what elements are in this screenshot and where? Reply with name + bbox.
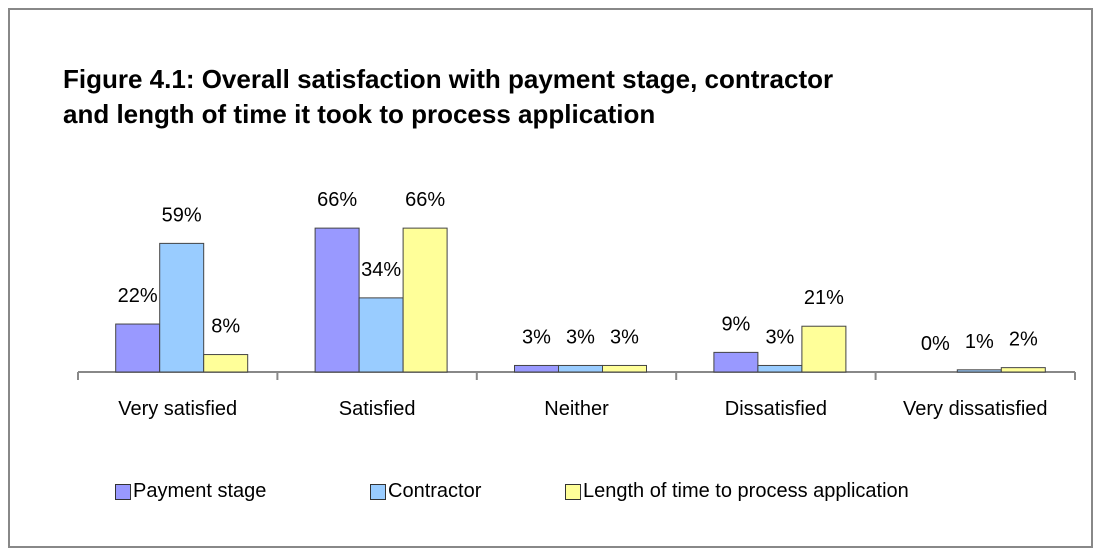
- legend-swatch: [565, 483, 581, 500]
- x-tick-label: Very satisfied: [118, 398, 238, 420]
- value-label: 8%: [211, 316, 240, 338]
- bar: [1000, 367, 1046, 373]
- value-label: 3%: [765, 326, 794, 348]
- legend-item: Payment stage: [115, 480, 266, 503]
- legend-item: Contractor: [370, 480, 481, 503]
- value-label: 34%: [361, 259, 401, 281]
- value-label: 21%: [804, 287, 844, 309]
- x-tick-label: Very dissatisfied: [903, 398, 1048, 420]
- legend-label: Payment stage: [133, 480, 267, 502]
- value-label: 2%: [1009, 329, 1038, 351]
- bar: [402, 227, 448, 373]
- bar: [713, 351, 759, 373]
- bar: [602, 364, 647, 373]
- page: Figure 4.1: Overall satisfaction with pa…: [8, 8, 1093, 548]
- value-label: 3%: [566, 326, 595, 348]
- bar: [956, 369, 1002, 373]
- chart-title: Figure 4.1: Overall satisfaction with pa…: [63, 64, 834, 129]
- value-label: 66%: [317, 189, 357, 211]
- legend-label: Contractor: [388, 480, 482, 502]
- chart: 22% 59% 8% 66% 34% 66% 3% 3% 3% 9% 3% 21% 0% 1% 2%: [77, 189, 1076, 380]
- x-tick-label: Dissatisfied: [724, 398, 828, 420]
- bar: [801, 325, 847, 373]
- x-tick-label: Satisfied: [338, 398, 416, 420]
- x-tick-label: Neither: [544, 398, 609, 420]
- bar: [115, 323, 161, 373]
- value-label: 1%: [965, 331, 994, 353]
- legend-item: Length of time to process application: [565, 480, 909, 503]
- value-label: 59%: [162, 204, 202, 226]
- legend-label: Length of time to process application: [583, 480, 909, 502]
- legend-swatch: [115, 483, 131, 500]
- bar: [757, 364, 803, 373]
- bar: [514, 364, 559, 373]
- value-label: 66%: [405, 189, 445, 211]
- value-label: 22%: [118, 285, 158, 307]
- value-label: 9%: [721, 313, 750, 335]
- value-label: 0%: [921, 333, 950, 355]
- bar: [159, 242, 205, 373]
- bar: [358, 297, 404, 373]
- bar: [558, 364, 603, 373]
- legend-swatch: [370, 483, 386, 500]
- bar: [203, 354, 249, 373]
- bar: [314, 227, 360, 373]
- value-label: 3%: [610, 326, 639, 348]
- value-label: 3%: [522, 326, 551, 348]
